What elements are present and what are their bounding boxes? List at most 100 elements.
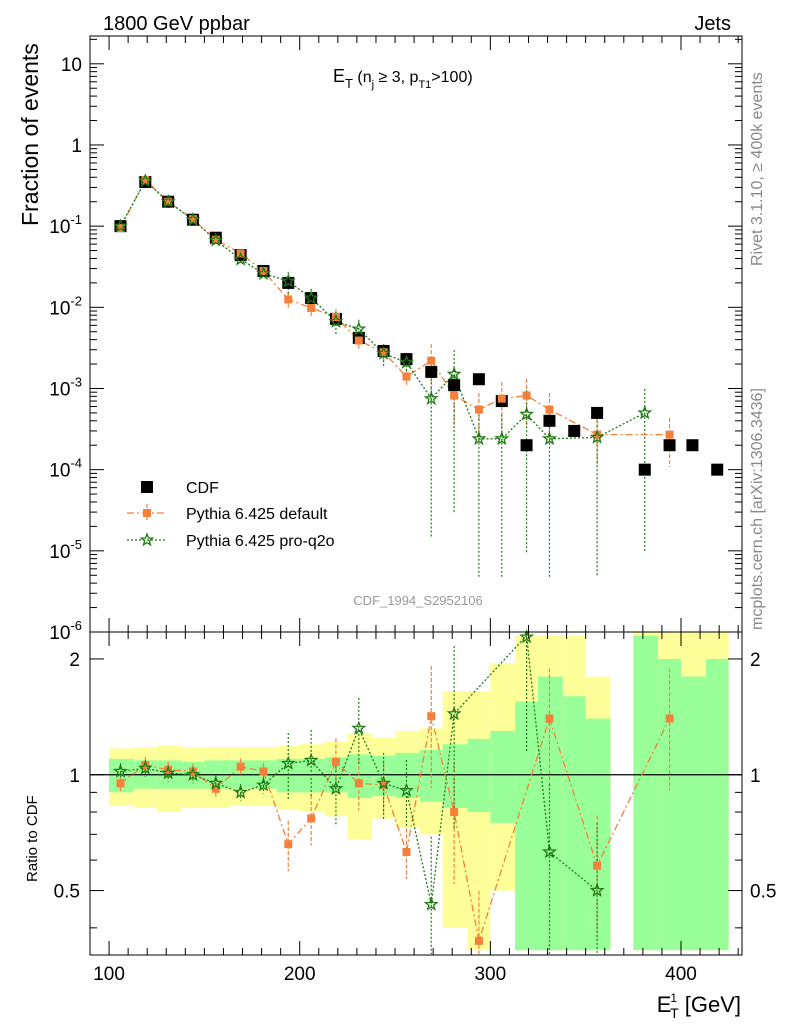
x-tick-label: 400 [665, 964, 697, 985]
ratio-band-inner [680, 676, 706, 951]
legend-default-label: Pythia 6.425 default [186, 506, 328, 523]
cdf-marker [448, 379, 461, 392]
analysis-watermark: CDF_1994_S2952106 [353, 593, 482, 608]
ratio-proq2o-marker [376, 775, 392, 790]
side-label-top: Rivet 3.1.10, ≥ 400k events [749, 72, 766, 266]
pythia-proq2o-marker [351, 321, 367, 336]
ratio-default-marker [354, 779, 363, 788]
pythia-default-marker [284, 295, 293, 304]
ratio-default-marker [545, 714, 554, 723]
ratio-default-marker [402, 847, 411, 856]
main-y-tick-label: 10-6 [49, 618, 82, 644]
pythia-proq2o-marker [376, 345, 392, 360]
ratio-default-marker [141, 761, 150, 770]
x-tick-label: 100 [93, 964, 125, 985]
pythia-default-marker [211, 235, 220, 244]
ratio-bands [90, 632, 742, 951]
ratio-proq2o-marker [303, 752, 319, 767]
ratio-default-marker [307, 814, 316, 823]
pythia-default-marker [164, 197, 173, 206]
ratio-band-inner [395, 752, 420, 799]
legend-proq2o-label: Pythia 6.425 pro-q2o [186, 533, 335, 550]
cdf-marker [520, 439, 533, 452]
ratio-proq2o-marker [446, 705, 462, 721]
cdf-marker [686, 439, 699, 452]
pythia-default-marker [188, 215, 197, 224]
pythia-proq2o-marker [541, 430, 558, 446]
side-label-bottom: mcplots.cern.ch [arXiv:1306.3436] [749, 388, 766, 630]
pythia-proq2o-marker [137, 173, 153, 188]
x-tick-label: 200 [284, 964, 316, 985]
cdf-marker [472, 373, 485, 386]
plot-title-rest-c: >100) [431, 69, 472, 86]
cdf-marker [711, 463, 724, 476]
pythia-default-marker [474, 405, 483, 414]
main-y-tick-label: 10-4 [49, 456, 82, 482]
pythia-proq2o-marker [113, 218, 128, 233]
ratio-band-inner [658, 658, 681, 951]
plot-title-rest-a-sub: j [371, 79, 374, 91]
pythia-default-marker [427, 356, 436, 365]
ratio-y-tick-label-right: 2 [750, 650, 761, 671]
ratio-band-inner [467, 738, 491, 813]
main-y-tick-label: 10 [61, 55, 82, 76]
ratio-proq2o-marker [185, 766, 201, 782]
ratio-proq2o-marker [328, 780, 344, 795]
main-y-tick-label: 10-2 [49, 293, 82, 319]
ratio-band-inner [299, 758, 325, 793]
ratio-band-inner [585, 718, 611, 951]
pythia-proq2o-marker [494, 430, 510, 446]
x-axis-title-unit: [GeV] [679, 992, 741, 1017]
y-axis-title-top: Fraction of events [17, 43, 43, 226]
plot-title: ET (nj ≥ 3, pT1>100) [333, 66, 473, 91]
pythia-default-marker [259, 267, 268, 276]
pythia-default-marker [354, 336, 363, 345]
ratio-proq2o-marker [351, 720, 367, 735]
pythia-proq2o-marker [185, 211, 201, 227]
main-y-tick-label: 1 [71, 136, 82, 157]
ratio-default-marker [331, 757, 340, 766]
plot-title-rest-a: (n [353, 69, 372, 86]
ratio-default-marker [188, 767, 197, 776]
plot-title-main: E [333, 66, 345, 86]
ratio-proq2o-marker [423, 896, 439, 911]
pythia-proq2o-marker [233, 251, 249, 266]
pythia-default-marker [665, 430, 674, 439]
ratio-proq2o-marker [208, 775, 224, 790]
ratio-default-marker [116, 779, 125, 788]
pythia-proq2o-marker [328, 313, 344, 328]
pythia-proq2o-marker [280, 273, 296, 288]
ratio-panel: 0.5 0.5 1 1 2 2 100 200 300 400 [54, 629, 776, 985]
pythia-default-marker [593, 430, 602, 439]
ratio-default-marker [211, 784, 220, 793]
legend-proq2o-marker [139, 532, 155, 547]
ratio-y-tick-label: 1 [69, 766, 80, 787]
pythia-proq2o-marker [160, 193, 176, 209]
ratio-default-marker [474, 936, 483, 945]
ratio-band-inner [633, 635, 659, 951]
pythia-proq2o-marker [446, 366, 462, 381]
ratio-band-inner [109, 758, 134, 793]
plot-title-sub: T [345, 76, 353, 91]
cdf-marker [543, 414, 556, 427]
legend-default-marker [143, 509, 151, 517]
ratio-proq2o-marker [256, 777, 271, 792]
series-line [119, 179, 646, 440]
pythia-proq2o-marker [423, 390, 439, 406]
series-line [119, 178, 670, 436]
pythia-proq2o-marker [471, 430, 487, 446]
main-y-tick-label: 10-1 [49, 212, 82, 238]
ratio-default-marker [164, 765, 173, 774]
plot-title-rest-b: ≥ 3, p [374, 69, 418, 86]
main-y-ticks: 10-6 10-5 10-4 10-3 10-2 10-1 1 10 [49, 36, 742, 644]
ratio-default-marker [236, 762, 245, 771]
ratio-proq2o-marker [113, 763, 128, 778]
ratio-default-marker [284, 840, 293, 849]
ratio-y-tick-label: 0.5 [54, 882, 80, 903]
ratio-proq2o-marker [541, 844, 558, 859]
plot-title-rest-b-sub: T1 [418, 79, 431, 91]
pythia-proq2o-marker [208, 232, 224, 247]
x-axis-title-sub: T [670, 1005, 679, 1021]
ratio-proq2o-marker [233, 784, 249, 799]
pythia-proq2o-marker [256, 265, 271, 281]
